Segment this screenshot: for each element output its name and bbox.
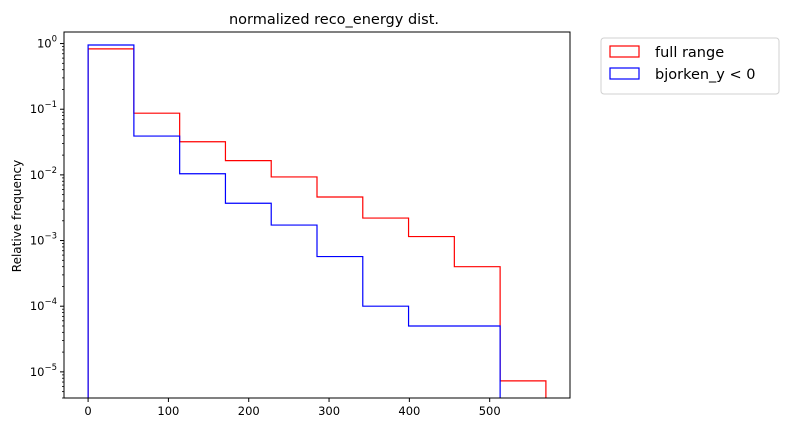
x-tick-label: 300	[318, 404, 340, 418]
legend-swatch-1	[609, 45, 640, 58]
series-1-step-outline	[87, 48, 547, 398]
axis-ticks: 0 100 200 300 400 500 10−5 10−4 10−3 10−2 10−1 100	[30, 35, 501, 418]
x-tick-label: 0	[84, 404, 91, 418]
chart-title: normalized reco_energy dist.	[229, 12, 439, 28]
y-tick-label: 10−5	[30, 363, 57, 379]
plot-area	[87, 44, 547, 398]
legend-box	[600, 37, 780, 95]
y-axis-label: Relative frequency	[10, 160, 24, 272]
legend: full range bjorken_y < 0	[600, 37, 780, 95]
legend-label-2: bjorken_y < 0	[655, 67, 755, 83]
y-tick-label: 10−4	[30, 297, 57, 313]
y-tick-label: 10−3	[30, 232, 57, 248]
series-2-step-outline	[87, 44, 501, 398]
y-tick-label: 10−1	[30, 100, 57, 116]
plot-frame	[63, 31, 571, 399]
y-tick-label: 100	[37, 35, 57, 51]
x-tick-label: 100	[157, 404, 179, 418]
x-tick-label: 400	[398, 404, 420, 418]
x-tick-label: 500	[479, 404, 501, 418]
legend-swatch-2	[609, 67, 640, 80]
y-tick-label: 10−2	[30, 166, 57, 182]
x-tick-label: 200	[238, 404, 260, 418]
legend-label-1: full range	[655, 45, 724, 61]
